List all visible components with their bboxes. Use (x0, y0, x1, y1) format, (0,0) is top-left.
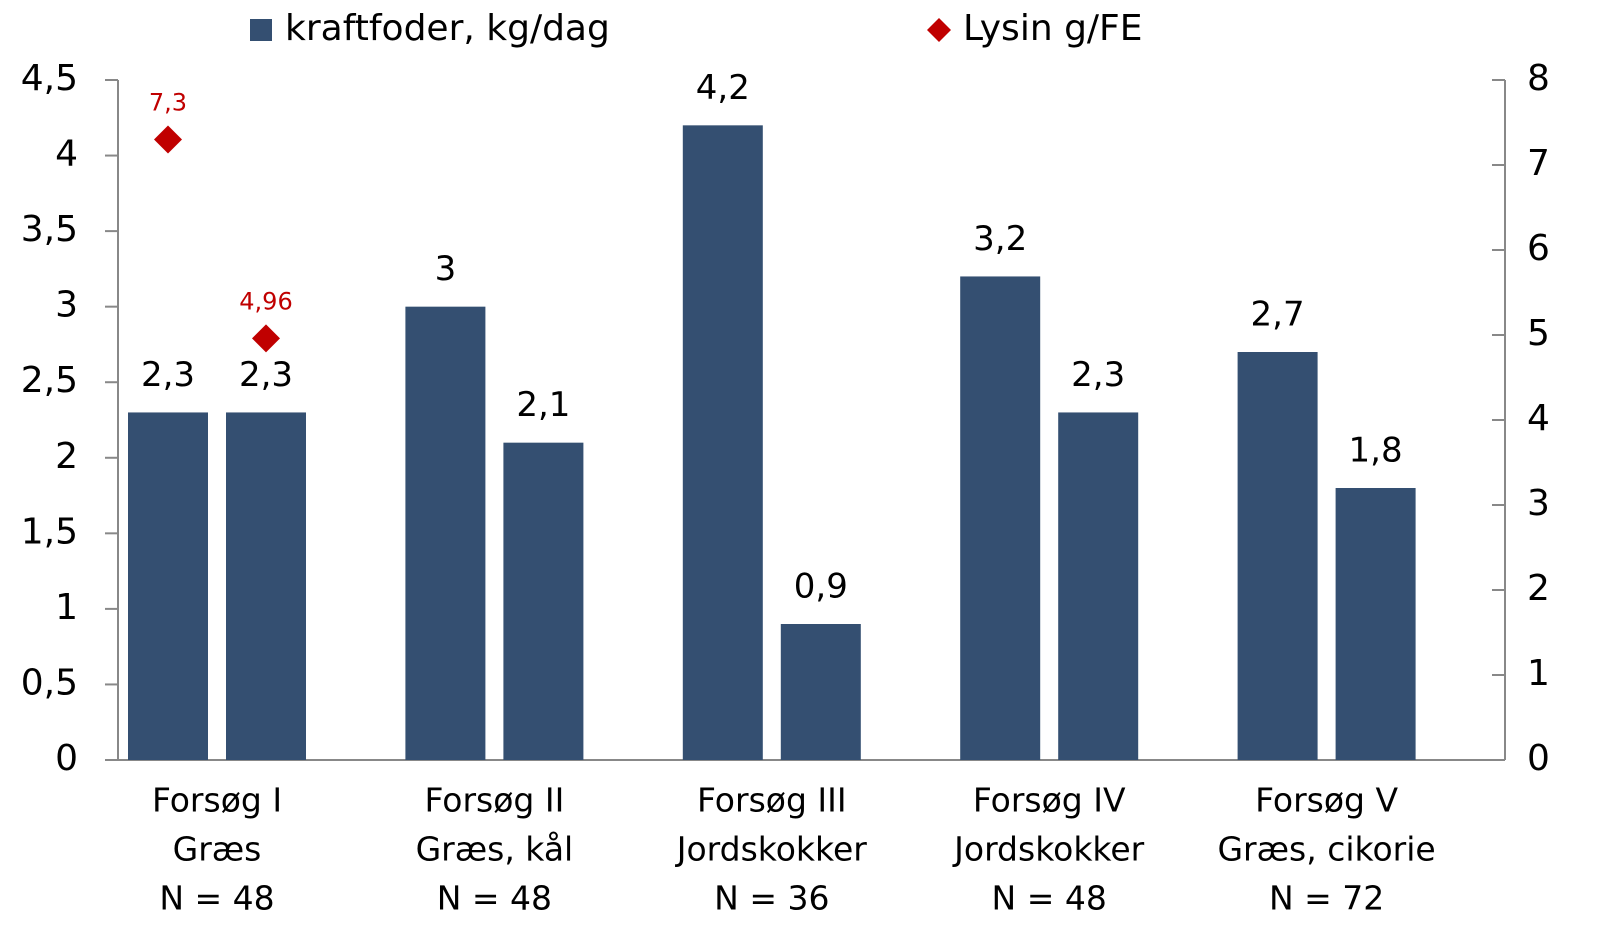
y-tick-label: 1,5 (21, 511, 78, 552)
x-tick-label: N = 48 (159, 879, 274, 918)
bar (128, 412, 208, 760)
x-tick-label: Græs (173, 830, 262, 869)
bar (503, 442, 584, 760)
bar (1058, 412, 1139, 760)
data-label: 0,9 (794, 567, 848, 607)
y2-tick-label: 0 (1527, 738, 1550, 779)
bar (780, 624, 861, 760)
data-label: 2,3 (239, 355, 293, 395)
data-label: 2,1 (516, 385, 570, 425)
x-tick-label: Forsøg I (152, 781, 282, 820)
x-tick-label: Forsøg II (424, 781, 564, 820)
bar (1335, 488, 1416, 760)
x-tick-label: N = 72 (1269, 879, 1384, 918)
y2-tick-label: 7 (1527, 143, 1550, 184)
legend-label: Lysin g/FE (963, 8, 1143, 49)
x-tick-label: Jordskokker (675, 830, 868, 869)
data-label: 2,7 (1251, 295, 1305, 335)
y-tick-label: 0,5 (21, 662, 78, 703)
x-tick-label: N = 36 (714, 879, 829, 918)
legend-label: kraftfoder, kg/dag (285, 8, 610, 49)
data-label: 3,2 (973, 219, 1027, 259)
legend-swatch (250, 19, 272, 41)
x-tick-label: Forsøg III (697, 781, 847, 820)
x-tick-label: Græs, cikorie (1217, 830, 1435, 869)
data-label: 7,3 (149, 89, 187, 117)
x-tick-label: N = 48 (437, 879, 552, 918)
y2-tick-label: 6 (1527, 228, 1550, 269)
marker (252, 324, 280, 353)
x-tick-label: N = 48 (992, 879, 1107, 918)
y2-tick-label: 4 (1527, 398, 1550, 439)
data-label: 3 (435, 249, 457, 289)
y-tick-label: 2 (55, 436, 78, 477)
data-label: 2,3 (141, 355, 195, 395)
y-tick-label: 4 (55, 134, 78, 175)
x-tick-label: Græs, kål (416, 830, 574, 869)
legend-swatch (927, 18, 951, 42)
marker (154, 125, 182, 154)
y-tick-label: 3 (55, 285, 78, 326)
y-tick-label: 2,5 (21, 360, 78, 401)
x-tick-label: Jordskokker (952, 830, 1145, 869)
y2-tick-label: 8 (1527, 58, 1550, 99)
data-label: 4,96 (239, 287, 292, 315)
data-label: 2,3 (1071, 355, 1125, 395)
y2-tick-label: 5 (1527, 313, 1550, 354)
y2-tick-label: 1 (1527, 653, 1550, 694)
y-tick-label: 4,5 (21, 58, 78, 99)
data-label: 4,2 (696, 68, 750, 108)
bar (405, 306, 486, 760)
bar (960, 276, 1041, 760)
bar (226, 412, 306, 760)
y2-tick-label: 2 (1527, 568, 1550, 609)
bar (682, 125, 763, 761)
y2-tick-label: 3 (1527, 483, 1550, 524)
x-tick-label: Forsøg IV (973, 781, 1126, 820)
y-tick-label: 1 (55, 587, 78, 628)
data-label: 1,8 (1349, 431, 1403, 471)
y-tick-label: 0 (55, 738, 78, 779)
x-tick-label: Forsøg V (1255, 781, 1398, 820)
bar (1237, 352, 1318, 760)
y-tick-label: 3,5 (21, 209, 78, 250)
